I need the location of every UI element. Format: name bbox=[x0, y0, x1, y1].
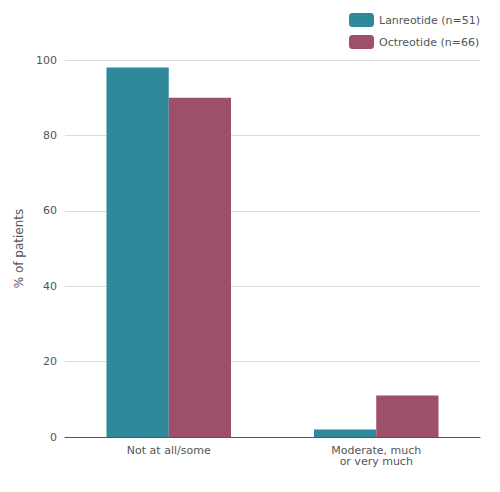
svg-text:Octreotide (n=66): Octreotide (n=66) bbox=[379, 36, 479, 49]
svg-text:or very much: or very much bbox=[340, 455, 413, 468]
svg-text:100: 100 bbox=[36, 54, 57, 67]
svg-text:20: 20 bbox=[43, 355, 57, 368]
svg-text:% of patients: % of patients bbox=[12, 209, 26, 289]
svg-text:40: 40 bbox=[43, 280, 57, 293]
svg-text:0: 0 bbox=[50, 431, 57, 444]
svg-text:60: 60 bbox=[43, 204, 57, 217]
svg-text:Moderate, much: Moderate, much bbox=[331, 444, 422, 457]
svg-text:80: 80 bbox=[43, 129, 57, 142]
svg-text:Not at all/some: Not at all/some bbox=[127, 444, 211, 457]
svg-text:Lanreotide (n=51): Lanreotide (n=51) bbox=[379, 14, 480, 27]
